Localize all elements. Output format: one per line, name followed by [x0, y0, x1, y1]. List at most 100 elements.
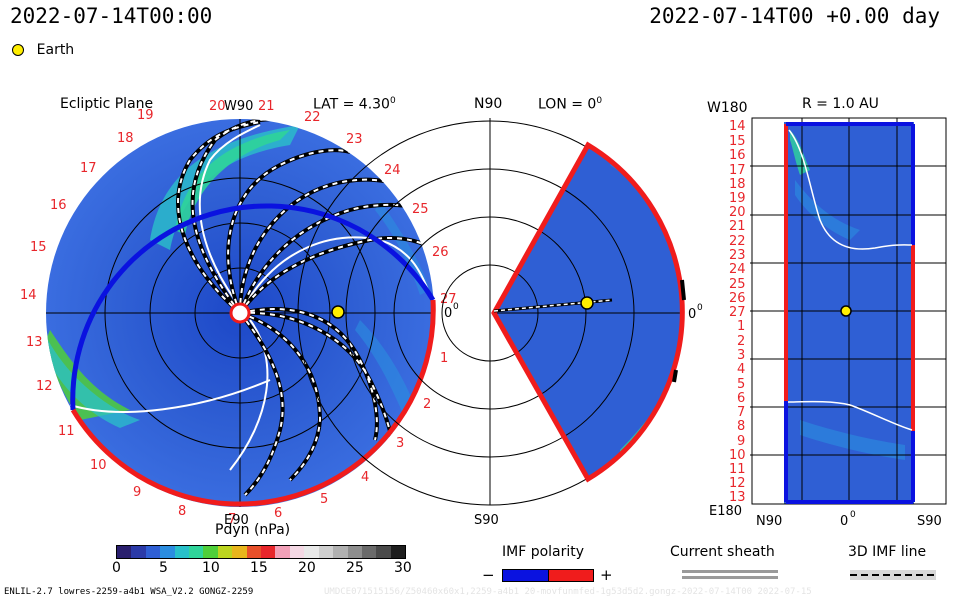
row-label: 26 — [729, 291, 746, 306]
sector-label: 15 — [30, 240, 47, 255]
imf-polarity-minus: − — [482, 566, 495, 584]
sector-label: 9 — [133, 485, 141, 500]
sector-label: 16 — [50, 198, 67, 213]
earth-marker-icon — [12, 43, 24, 56]
radial-axis-s90: S90 — [917, 514, 942, 529]
colorbar-swatch — [217, 546, 233, 558]
sector-label: 13 — [26, 335, 43, 350]
row-label: 20 — [729, 205, 746, 220]
row-label: 12 — [729, 476, 746, 491]
radial-row-labels: 14 15 16 17 18 19 20 21 22 23 24 25 26 2… — [729, 119, 746, 505]
colorbar-swatch — [361, 546, 377, 558]
radial-plot — [750, 117, 947, 505]
colorbar-tick: 0 — [112, 560, 121, 576]
sector-label: 21 — [258, 99, 275, 114]
sun-icon — [229, 302, 251, 324]
earth-legend: Earth — [12, 39, 75, 58]
colorbar-swatch — [347, 546, 362, 558]
sector-label: 26 — [432, 245, 449, 260]
meridional-top-left: N90 — [474, 96, 503, 112]
sector-label: 2 — [423, 397, 431, 412]
sector-label: 7 — [228, 512, 236, 527]
radial-axis-zero: 0 — [840, 514, 848, 529]
sector-label: 10 — [90, 458, 107, 473]
radial-axis-n90: N90 — [756, 514, 782, 529]
ecliptic-sector-labels: 19 20 21 22 23 24 25 26 27 1 2 3 4 5 6 7… — [20, 99, 457, 527]
imf-line-title: 3D IMF line — [848, 544, 927, 560]
colorbar-swatch — [203, 546, 218, 558]
radial-top-left: W180 — [707, 100, 748, 116]
row-label: 18 — [729, 177, 746, 192]
radial-axis-zero-sup: 0 — [850, 510, 856, 520]
row-label: 22 — [729, 234, 746, 249]
colorbar-tick: 10 — [202, 560, 220, 576]
sector-label: 18 — [117, 131, 134, 146]
model-time-right: 2022-07-14T00 +0.00 day — [649, 4, 940, 28]
imf-polarity-plus: + — [600, 566, 613, 584]
sector-label: 22 — [304, 110, 321, 125]
imf-polarity-title: IMF polarity — [502, 544, 585, 560]
colorbar-swatch — [232, 546, 247, 558]
colorbar-swatch — [318, 546, 334, 558]
row-label: 27 — [729, 305, 746, 320]
row-label: 21 — [729, 219, 746, 234]
row-label: 4 — [737, 362, 745, 377]
sector-label: 8 — [178, 504, 186, 519]
row-label: 3 — [737, 348, 745, 363]
colorbar-swatch — [390, 546, 406, 558]
current-sheath-swatch — [682, 570, 778, 580]
earth-marker-icon — [331, 305, 345, 319]
row-label: 13 — [729, 490, 746, 505]
sector-label: 3 — [396, 436, 404, 451]
row-label: 5 — [737, 377, 745, 392]
row-label: 8 — [737, 419, 745, 434]
colorbar-tick: 15 — [250, 560, 268, 576]
meridional-plot — [297, 118, 686, 506]
colorbar-swatch — [246, 546, 262, 558]
colorbar-tick: 30 — [394, 560, 412, 576]
row-label: 16 — [729, 148, 746, 163]
colorbar-swatch — [174, 546, 190, 558]
row-label: 11 — [729, 462, 746, 477]
sector-label: 27 — [440, 292, 457, 307]
colorbar — [116, 545, 406, 559]
sector-label: 11 — [58, 424, 75, 439]
row-label: 7 — [737, 405, 745, 420]
row-label: 24 — [729, 262, 746, 277]
earth-legend-label: Earth — [36, 41, 75, 58]
row-label: 23 — [729, 248, 746, 263]
colorbar-tick: 25 — [346, 560, 364, 576]
sector-label: 24 — [384, 163, 401, 178]
colorbar-ticks: 0 5 10 15 20 25 30 — [112, 560, 412, 578]
row-label: 15 — [729, 134, 746, 149]
row-label: 19 — [729, 191, 746, 206]
sector-label: 17 — [80, 161, 97, 176]
ecliptic-lat-label: LAT = 4.300 — [313, 96, 396, 113]
sector-label: 19 — [137, 108, 154, 123]
row-label: 10 — [729, 448, 746, 463]
ecliptic-plane-plot — [46, 119, 436, 507]
sector-label: 6 — [274, 506, 282, 521]
colorbar-swatch — [189, 546, 204, 558]
row-label: 17 — [729, 163, 746, 178]
imf-polarity-positive-swatch — [548, 569, 594, 582]
earth-marker-icon — [580, 296, 594, 310]
radial-title: R = 1.0 AU — [802, 96, 879, 112]
sector-label: 5 — [320, 492, 328, 507]
ecliptic-right-sup: 0 — [453, 302, 459, 312]
colorbar-swatch — [275, 546, 290, 558]
colorbar-tick: 5 — [159, 560, 168, 576]
sector-label: 25 — [412, 202, 429, 217]
model-time-left: 2022-07-14T00:00 — [10, 4, 213, 28]
row-label: 14 — [729, 119, 746, 134]
meridional-right-label: 0 — [688, 307, 696, 322]
row-label: 6 — [737, 391, 745, 406]
colorbar-swatch — [160, 546, 175, 558]
row-label: 2 — [737, 334, 745, 349]
colorbar-label: Pdyn (nPa) — [215, 522, 291, 538]
radial-bottom-left: E180 — [709, 504, 742, 519]
footer-watermark: UMDCE071515156/Z50460x60x1,2259-a4b1 20-… — [324, 587, 812, 597]
colorbar-swatch — [145, 546, 161, 558]
row-label: 1 — [737, 319, 745, 334]
